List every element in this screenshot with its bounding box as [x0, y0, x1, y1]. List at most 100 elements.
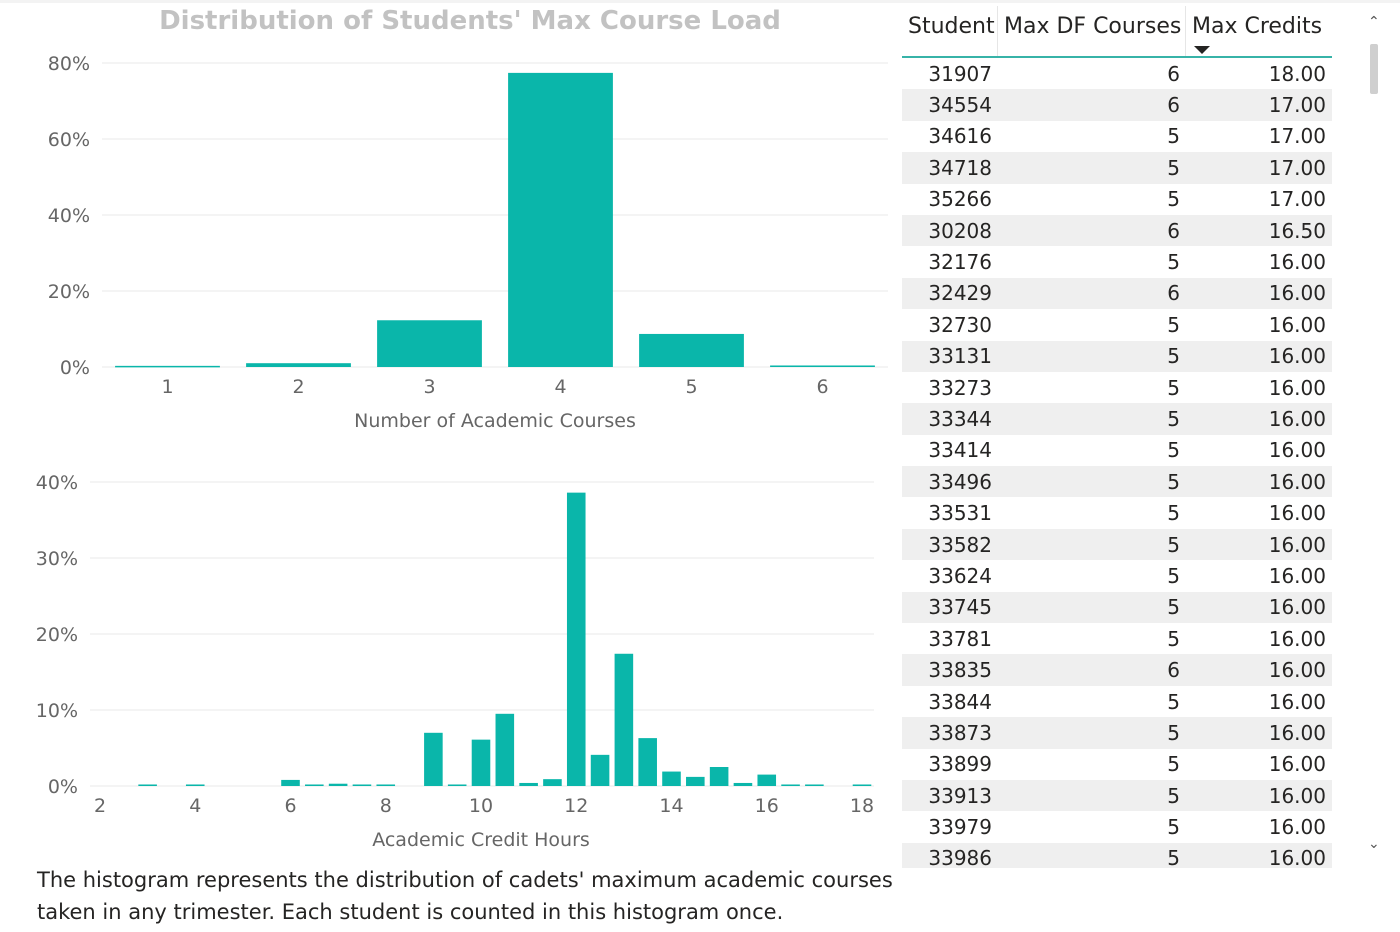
cell-max-df-courses: 5	[1167, 752, 1180, 777]
cell-student: 33273	[928, 375, 992, 400]
cell-max-credits: 17.00	[1268, 124, 1326, 149]
table-row[interactable]: 30208 6 16.50	[902, 214, 1332, 247]
cell-max-df-courses: 5	[1167, 187, 1180, 212]
x-tick-label: 14	[659, 795, 683, 817]
cell-max-df-courses: 6	[1167, 61, 1180, 86]
y-tick-label: 20%	[48, 281, 90, 303]
bar	[733, 782, 753, 786]
table-row[interactable]: 34616 5 17.00	[902, 121, 1332, 152]
y-tick-label: 40%	[36, 472, 78, 494]
table-row[interactable]: 33131 5 16.00	[902, 340, 1332, 372]
table-row[interactable]: 33781 5 16.00	[902, 623, 1332, 654]
table-row[interactable]: 32176 5 16.00	[902, 246, 1332, 277]
header-max-credits[interactable]: Max Credits	[1186, 6, 1332, 56]
sort-descending-icon[interactable]	[1194, 46, 1210, 54]
table-row[interactable]: 33414 5 16.00	[902, 435, 1332, 466]
cell-max-credits: 17.00	[1268, 93, 1326, 118]
x-tick-label: 5	[685, 376, 697, 398]
x-tick-label: 18	[850, 795, 874, 817]
table-row[interactable]: 33979 5 16.00	[902, 811, 1332, 842]
table-row[interactable]: 33582 5 16.00	[902, 528, 1332, 561]
cell-max-df-courses: 5	[1167, 846, 1180, 868]
bar	[508, 72, 613, 367]
header-student[interactable]: Student	[902, 6, 998, 56]
bar	[805, 784, 824, 786]
cell-max-df-courses: 5	[1167, 815, 1180, 840]
x-axis-title: Number of Academic Courses	[354, 410, 636, 432]
cell-student: 33899	[928, 752, 992, 777]
cell-max-credits: 16.00	[1268, 469, 1326, 494]
cell-student: 34616	[928, 124, 992, 149]
cell-max-credits: 16.00	[1268, 720, 1326, 745]
table-row[interactable]: 33835 6 16.00	[902, 654, 1332, 686]
y-tick-label: 10%	[36, 700, 78, 722]
x-tick-label: 3	[423, 376, 435, 398]
table-row[interactable]: 33344 5 16.00	[902, 403, 1332, 435]
cell-max-credits: 18.00	[1268, 61, 1326, 86]
table-row[interactable]: 33899 5 16.00	[902, 749, 1332, 780]
cell-max-credits: 16.00	[1268, 281, 1326, 306]
cell-student: 33913	[928, 783, 992, 808]
table-row[interactable]: 32730 5 16.00	[902, 309, 1332, 340]
header-max-df-courses[interactable]: Max DF Courses	[998, 6, 1186, 56]
cell-max-credits: 16.00	[1268, 375, 1326, 400]
table-row[interactable]: 33844 5 16.00	[902, 686, 1332, 717]
credit-histogram: 0% 10% 20% 30% 40% 2 4 6 8 10 12 14 16 18 Academic Cre…	[36, 472, 874, 851]
table-row[interactable]: 33273 5 16.00	[902, 372, 1332, 403]
bar	[566, 492, 586, 786]
cell-student: 34718	[928, 155, 992, 180]
table-row[interactable]: 33913 5 16.00	[902, 779, 1332, 812]
cell-student: 33986	[928, 846, 992, 868]
table-row[interactable]: 33624 5 16.00	[902, 560, 1332, 591]
cell-max-credits: 16.00	[1268, 312, 1326, 337]
x-axis-title: Academic Credit Hours	[372, 829, 590, 851]
cell-max-credits: 16.00	[1268, 815, 1326, 840]
cell-student: 33414	[928, 438, 992, 463]
cell-max-df-courses: 6	[1167, 93, 1180, 118]
bar	[424, 732, 443, 786]
bar	[471, 739, 491, 786]
cell-max-df-courses: 6	[1167, 658, 1180, 683]
bar	[590, 754, 610, 786]
x-tick-label: 2	[292, 376, 304, 398]
cell-student: 31907	[928, 61, 992, 86]
table-row[interactable]: 33745 5 16.00	[902, 591, 1332, 624]
scroll-thumb[interactable]	[1370, 44, 1378, 94]
table-row[interactable]: 33873 5 16.00	[902, 717, 1332, 749]
cell-max-credits: 16.00	[1268, 438, 1326, 463]
chart-caption: The histogram represents the distributio…	[37, 868, 893, 924]
table-row[interactable]: 33531 5 16.00	[902, 497, 1332, 528]
cell-student: 33835	[928, 658, 992, 683]
chevron-down-icon[interactable]: ⌄	[1368, 836, 1380, 852]
table-row[interactable]: 35266 5 17.00	[902, 184, 1332, 215]
cell-max-credits: 16.00	[1268, 752, 1326, 777]
cell-student: 33781	[928, 626, 992, 651]
header-max-credits-label: Max Credits	[1192, 14, 1323, 39]
bar	[614, 653, 634, 786]
cell-student: 33531	[928, 501, 992, 526]
bar	[352, 784, 372, 786]
x-tick-label: 2	[94, 795, 106, 817]
cell-max-credits: 16.00	[1268, 626, 1326, 651]
bar	[781, 784, 800, 786]
cell-max-df-courses: 5	[1167, 124, 1180, 149]
table-scrollbar[interactable]: ⌃ ⌄	[1364, 10, 1384, 856]
chevron-up-icon[interactable]: ⌃	[1368, 14, 1380, 30]
y-tick-label: 0%	[60, 357, 90, 379]
table-row[interactable]: 31907 6 18.00	[902, 58, 1332, 89]
table-row[interactable]: 33496 5 16.00	[902, 466, 1332, 498]
table-row[interactable]: 33986 5 16.00	[902, 842, 1332, 868]
bar	[543, 779, 562, 786]
chart-title: Distribution of Students' Max Course Loa…	[159, 6, 781, 36]
cell-max-df-courses: 5	[1167, 689, 1180, 714]
bar	[686, 776, 705, 786]
y-tick-label: 40%	[48, 205, 90, 227]
table-row[interactable]: 32429 6 16.00	[902, 277, 1332, 310]
bar	[246, 363, 351, 367]
bar	[709, 767, 729, 786]
cell-student: 34554	[928, 93, 992, 118]
table-row[interactable]: 34718 5 17.00	[902, 152, 1332, 184]
x-tick-label: 10	[469, 795, 493, 817]
x-tick-label: 4	[189, 795, 201, 817]
table-row[interactable]: 34554 6 17.00	[902, 89, 1332, 121]
